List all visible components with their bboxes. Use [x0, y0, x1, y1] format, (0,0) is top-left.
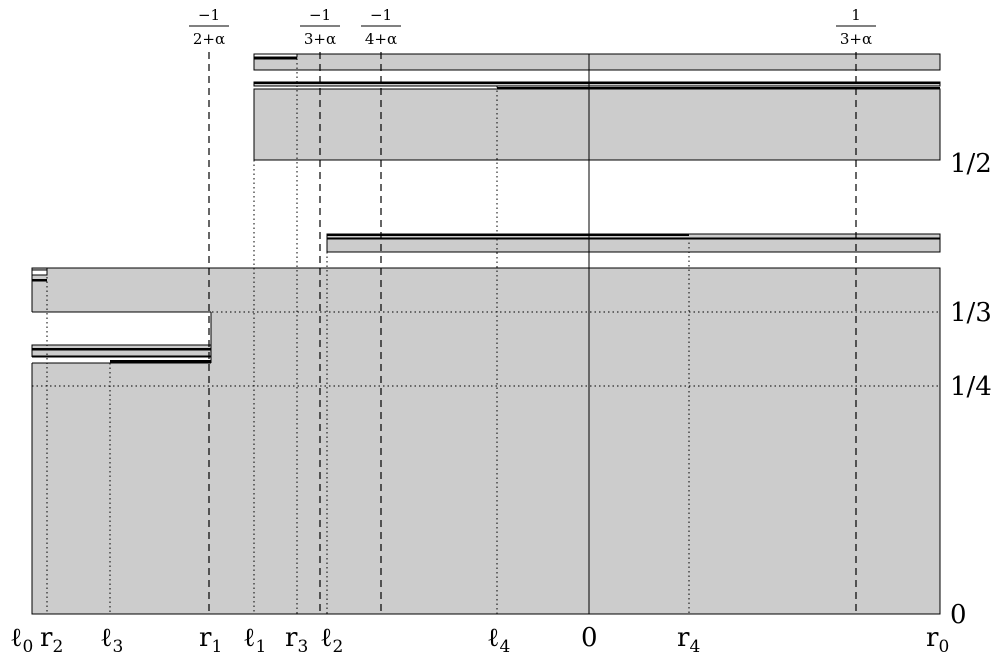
svg-text:3+α: 3+α	[304, 30, 336, 48]
x-label-r4: r4	[677, 623, 700, 657]
svg-text:3+α: 3+α	[840, 30, 872, 48]
x-label-r0: r0	[926, 623, 949, 657]
bar-top-left	[254, 57, 297, 60]
x-label-l3: ℓ3	[100, 623, 123, 657]
boxes	[31, 53, 941, 615]
top-fraction-labels: −1 2+α −1 3+α −1 4+α 1 3+α	[189, 6, 876, 48]
x-label-l0: ℓ0	[10, 623, 33, 657]
x-label-zero: 0	[581, 623, 598, 653]
bar-middle-1	[327, 234, 689, 236]
y-label-half: 1/2	[950, 149, 992, 179]
mark-top-left	[253, 53, 298, 58]
svg-text:2+α: 2+α	[193, 30, 225, 48]
y-labels: 1/2 1/3 1/4 0	[950, 149, 992, 630]
box-middle-thin-2	[326, 238, 941, 253]
label-neg-1-over-4-alpha: −1 4+α	[361, 6, 401, 48]
y-label-zero: 0	[950, 600, 967, 630]
y-label-quarter: 1/4	[950, 372, 992, 402]
x-labels: ℓ0 r2 ℓ3 r1 ℓ1 r3 ℓ2 ℓ4 0 r4 r0	[10, 623, 949, 657]
horizontal-guides	[32, 311, 940, 387]
svg-text:4+α: 4+α	[365, 30, 397, 48]
label-1-over-3-alpha: 1 3+α	[836, 6, 876, 48]
x-label-r3: r3	[285, 623, 308, 657]
label-neg-1-over-3-alpha: −1 3+α	[300, 6, 340, 48]
x-label-r2: r2	[40, 623, 63, 657]
svg-text:−1: −1	[309, 6, 331, 24]
bar-top-3	[497, 87, 940, 89]
x-label-l1: ℓ1	[243, 623, 266, 657]
x-label-l4: ℓ4	[487, 623, 510, 657]
label-neg-1-over-2-alpha: −1 2+α	[189, 6, 229, 48]
bar-left-2	[110, 360, 211, 363]
y-label-third: 1/3	[950, 298, 992, 328]
bar-topleft	[32, 279, 47, 282]
box-top-1	[253, 53, 941, 71]
x-label-l2: ℓ2	[320, 623, 343, 657]
bar-left-1	[32, 348, 211, 350]
x-label-r1: r1	[199, 623, 222, 657]
svg-text:1: 1	[851, 6, 861, 24]
mark-topleft	[31, 269, 48, 276]
box-top-main	[253, 88, 941, 161]
svg-text:−1: −1	[370, 6, 392, 24]
bar-top-2	[254, 82, 940, 84]
vertical-guides	[46, 52, 857, 614]
band-left-2	[31, 349, 212, 357]
cutout-upper	[31, 312, 211, 345]
svg-text:−1: −1	[198, 6, 220, 24]
